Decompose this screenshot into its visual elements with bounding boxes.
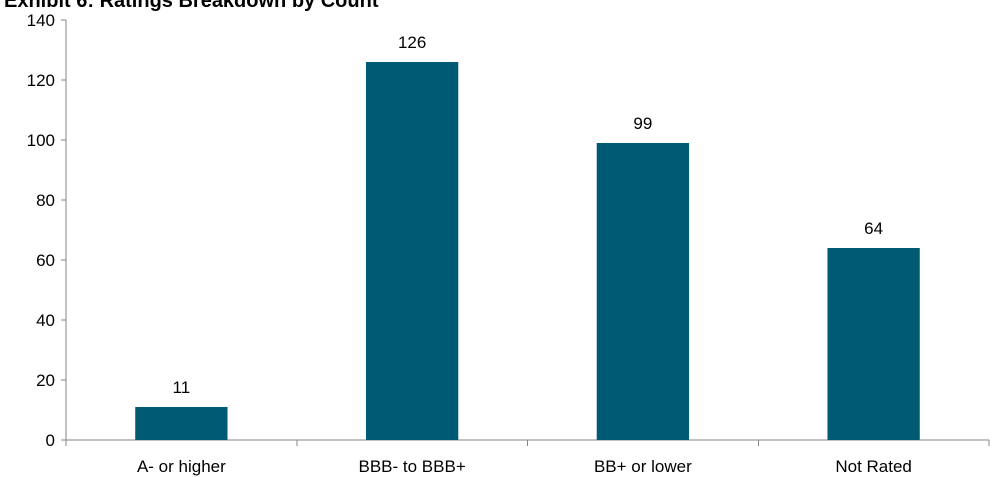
x-tick-label: BB+ or lower xyxy=(594,457,692,476)
bar-value-label: 64 xyxy=(864,219,883,238)
bar xyxy=(365,62,459,440)
bars xyxy=(135,62,920,440)
y-tick-label: 60 xyxy=(36,251,55,270)
bar-value-label: 126 xyxy=(398,33,426,52)
y-tick-label: 100 xyxy=(27,131,55,150)
y-axis: 0 20 40 60 80 100 120 140 xyxy=(27,11,67,450)
bar-value-label: 99 xyxy=(633,114,652,133)
chart-title: Exhibit 6: Ratings Breakdown by Count xyxy=(4,0,379,12)
x-axis: A- or higher BBB- to BBB+ BB+ or lower Not … xyxy=(65,439,990,476)
x-tick-label: Not Rated xyxy=(835,457,912,476)
y-tick-label: 0 xyxy=(46,431,55,450)
data-labels: 11 126 99 64 xyxy=(173,33,884,397)
bar xyxy=(827,248,920,440)
bar xyxy=(596,143,690,440)
x-tick-label: A- or higher xyxy=(137,457,226,476)
y-tick-label: 20 xyxy=(36,371,55,390)
bar-value-label: 11 xyxy=(173,378,191,397)
x-tick-label: BBB- to BBB+ xyxy=(359,457,466,476)
y-tick-label: 40 xyxy=(36,311,55,330)
y-tick-label: 80 xyxy=(36,191,55,210)
y-tick-label: 120 xyxy=(27,71,55,90)
y-tick-label: 140 xyxy=(27,11,55,30)
bar xyxy=(135,407,228,440)
